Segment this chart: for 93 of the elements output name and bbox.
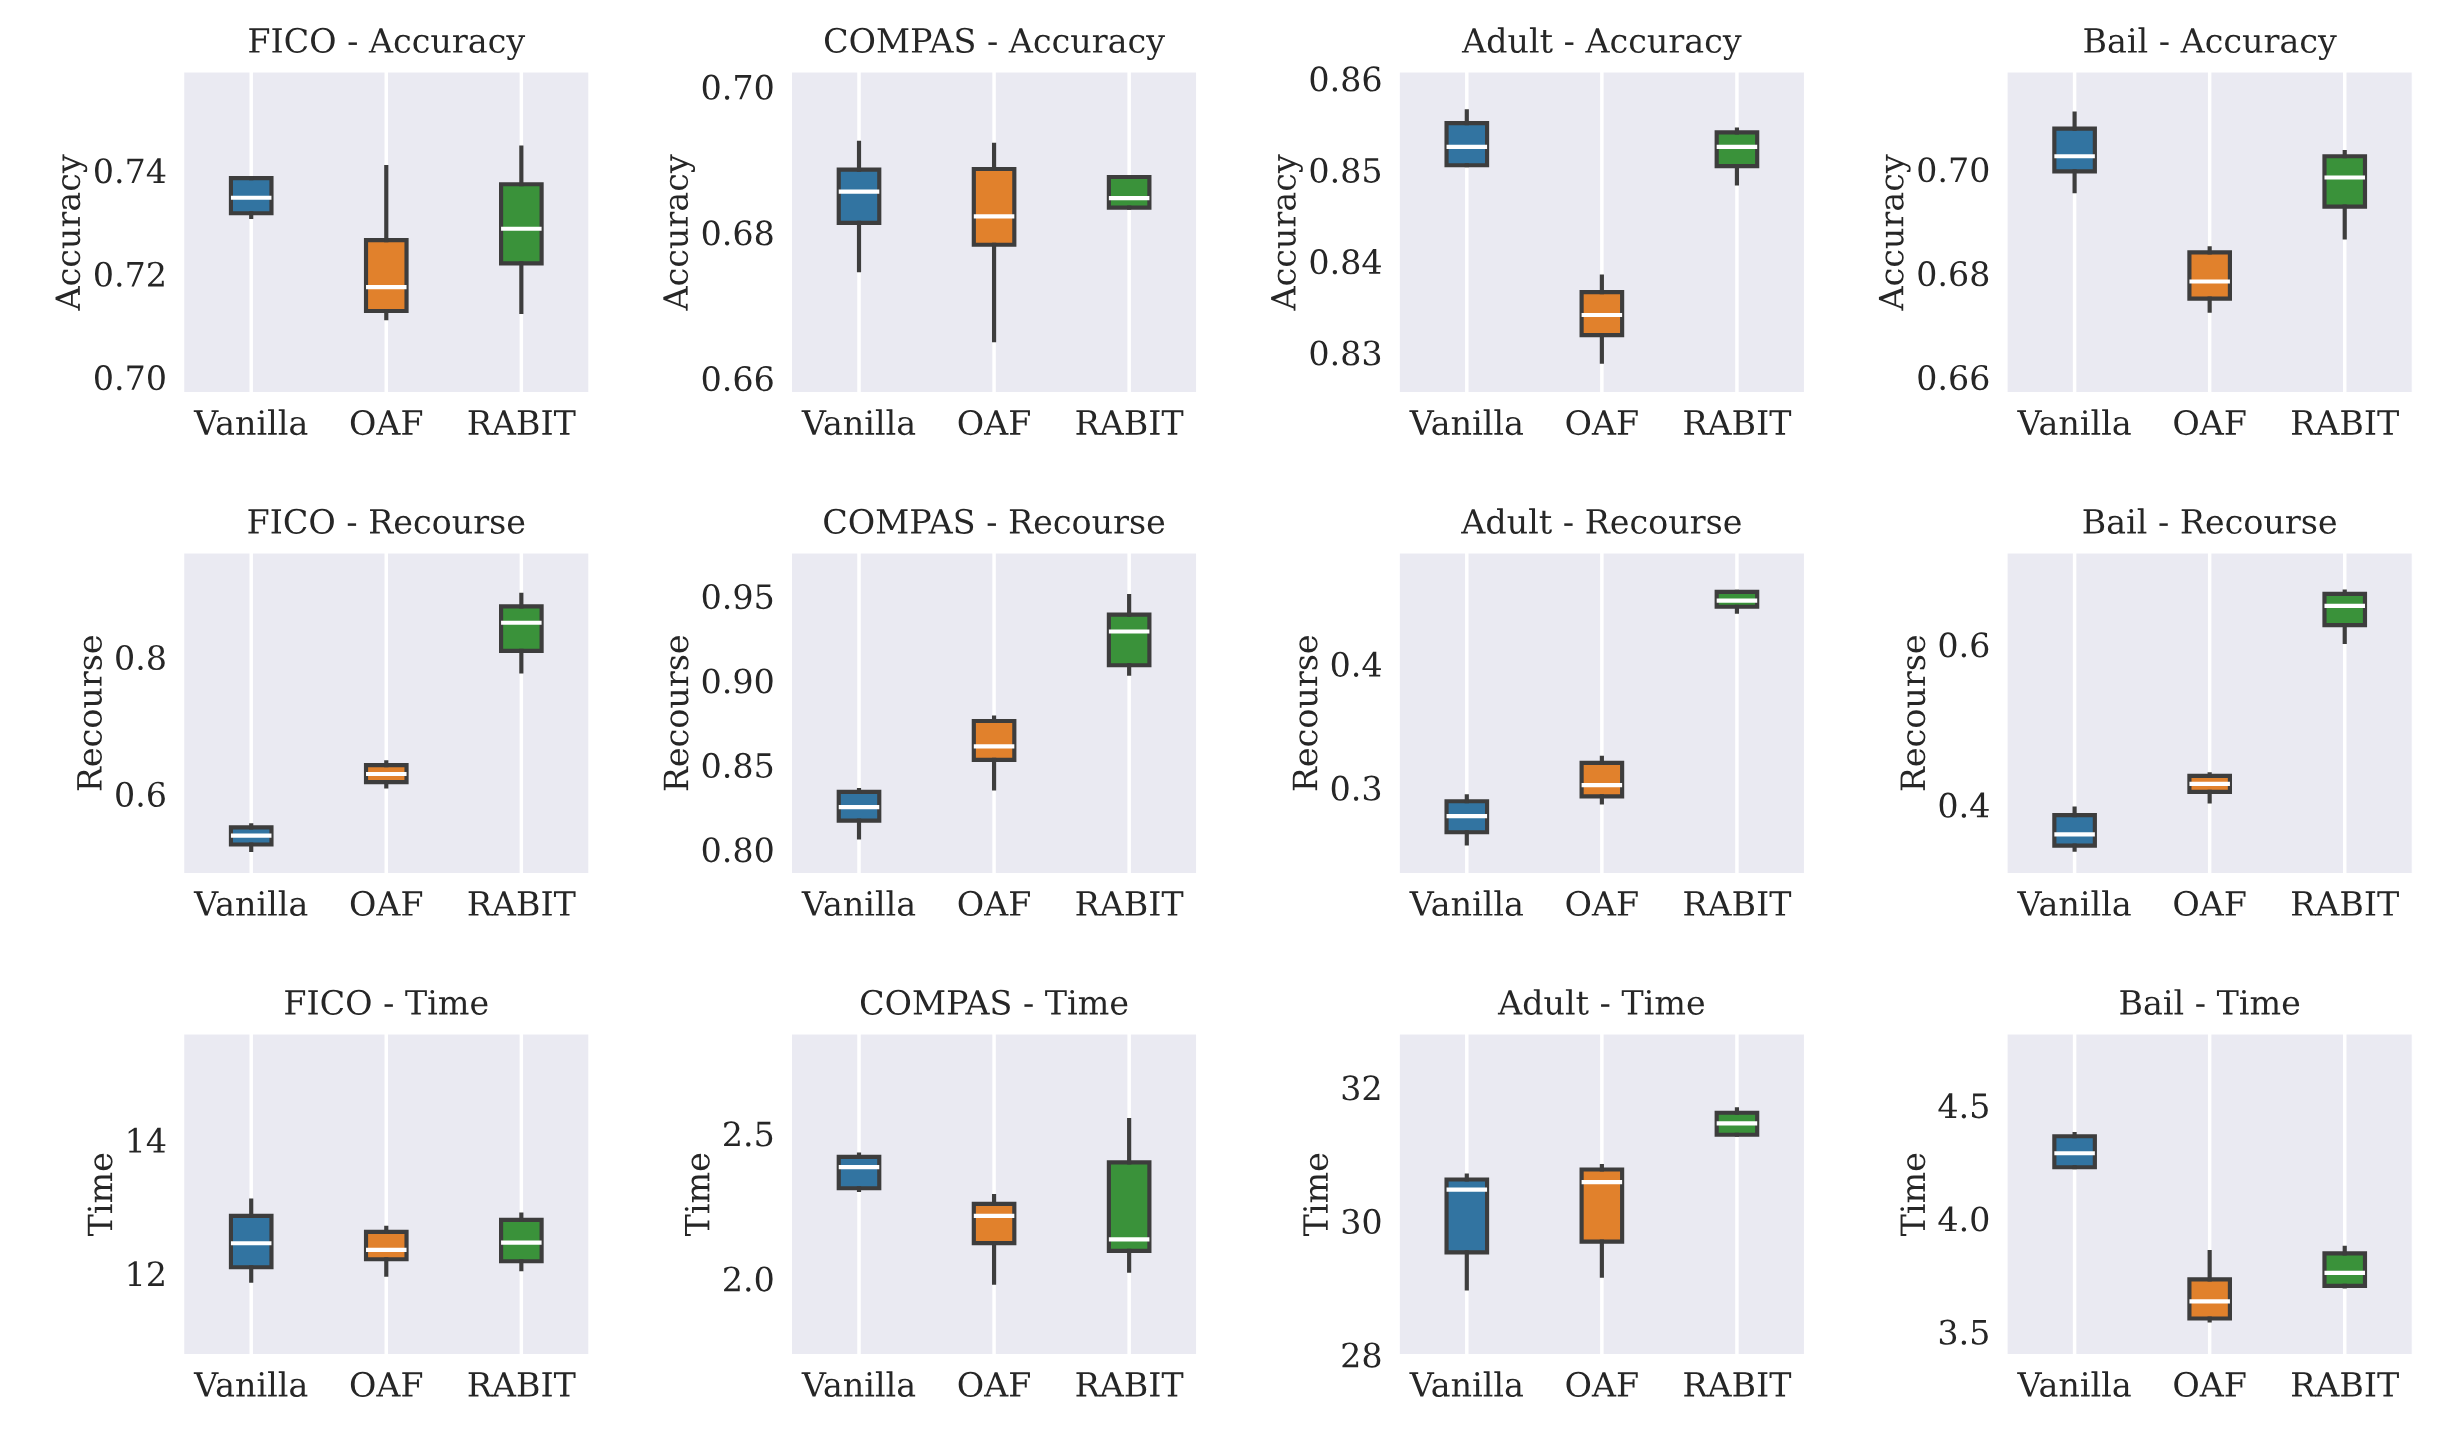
y-axis-title: Recourse <box>1292 636 1318 791</box>
x-tick-label: Vanilla <box>2017 1371 2131 1398</box>
x-tick-label: OAF <box>1566 1371 1638 1398</box>
x-tick-label: Vanilla <box>801 1371 916 1398</box>
y-tick-label: 0.3 <box>1331 775 1381 801</box>
x-tick-label: RABIT <box>1684 410 1792 435</box>
x-tick-label: RABIT <box>1684 891 1792 916</box>
chart-title: Bail - Accuracy <box>2084 27 2337 61</box>
y-tick-label: 4.5 <box>1938 1093 1988 1119</box>
x-tick-label: Vanilla <box>193 1371 308 1398</box>
chart-title: Bail - Time <box>2120 989 2300 1015</box>
chart-title: FICO - Time <box>285 989 488 1015</box>
y-tick-label: 3.5 <box>1939 1319 1988 1345</box>
y-tick-label: 0.85 <box>702 752 773 779</box>
x-tick-label: RABIT <box>2292 1372 2399 1397</box>
y-tick-label: 0.74 <box>94 158 166 184</box>
x-tick-label: OAF <box>2174 409 2246 436</box>
y-tick-label: 0.80 <box>702 837 773 863</box>
y-tick-label: 0.4 <box>1331 651 1381 677</box>
chart-title: COMPAS - Recourse <box>824 508 1165 535</box>
y-tick-label: 0.70 <box>1918 157 1989 183</box>
y-axis-title: Accuracy <box>663 154 696 311</box>
chart-title: COMPAS - Time <box>860 989 1128 1015</box>
y-tick-label: 0.85 <box>1310 157 1381 183</box>
y-tick-label: 4.0 <box>1938 1206 1989 1232</box>
y-tick-label: 0.90 <box>702 668 773 694</box>
chart-title: COMPAS - Accuracy <box>825 27 1165 61</box>
x-tick-label: Vanilla <box>2017 409 2131 436</box>
y-axis-title: Recourse <box>663 636 689 791</box>
x-tick-label: OAF <box>958 1371 1030 1398</box>
x-tick-label: OAF <box>958 409 1030 436</box>
y-tick-label: 0.84 <box>1310 249 1381 275</box>
x-tick-label: Vanilla <box>1409 890 1523 917</box>
y-tick-label: 0.6 <box>1939 632 1989 658</box>
y-tick-label: 0.83 <box>1310 340 1381 366</box>
x-tick-label: Vanilla <box>193 890 308 917</box>
y-tick-label: 0.8 <box>116 644 165 671</box>
chart-title: Adult - Accuracy <box>1461 27 1742 61</box>
x-tick-label: OAF <box>2174 1371 2246 1398</box>
y-tick-label: 0.70 <box>94 365 165 391</box>
y-axis-title: Time <box>1303 1153 1329 1237</box>
chart-title: Bail - Recourse <box>2083 508 2336 535</box>
y-axis-title: Time <box>684 1153 710 1237</box>
chart-title: FICO - Accuracy <box>249 27 526 61</box>
y-axis-title: Accuracy <box>55 154 88 311</box>
x-tick-label: Vanilla <box>801 409 916 436</box>
y-tick-label: 30 <box>1342 1208 1381 1235</box>
x-tick-label: Vanilla <box>1409 409 1523 436</box>
y-axis-title: Time <box>87 1153 113 1237</box>
x-tick-label: RABIT <box>2292 410 2399 435</box>
y-tick-label: 0.66 <box>702 366 773 392</box>
y-tick-label: 0.4 <box>1939 792 1989 818</box>
x-tick-label: OAF <box>958 890 1030 917</box>
x-tick-label: Vanilla <box>801 890 916 917</box>
y-tick-label: 0.70 <box>702 74 773 100</box>
y-tick-label: 0.68 <box>1918 261 1989 287</box>
x-tick-label: OAF <box>1566 409 1638 436</box>
y-tick-label: 0.86 <box>1310 66 1381 92</box>
y-tick-label: 12 <box>128 1261 164 1286</box>
x-tick-label: RABIT <box>468 410 576 435</box>
x-tick-label: OAF <box>1566 890 1638 917</box>
x-tick-label: OAF <box>350 890 423 917</box>
x-tick-label: Vanilla <box>1409 1371 1523 1398</box>
x-tick-label: RABIT <box>468 891 576 916</box>
x-tick-label: Vanilla <box>193 409 308 436</box>
y-axis-title: Recourse <box>77 636 102 791</box>
x-tick-label: OAF <box>350 409 423 436</box>
y-tick-label: 32 <box>1342 1075 1380 1101</box>
y-tick-label: 14 <box>128 1127 166 1153</box>
x-tick-label: RABIT <box>468 1372 576 1397</box>
x-tick-label: OAF <box>350 1371 423 1398</box>
y-tick-label: 28 <box>1342 1342 1381 1368</box>
y-axis-title: Recourse <box>1900 636 1926 791</box>
y-tick-label: 0.95 <box>702 583 773 610</box>
y-axis-title: Time <box>1900 1153 1926 1237</box>
x-tick-label: RABIT <box>2292 891 2399 916</box>
x-tick-label: Vanilla <box>2017 890 2131 917</box>
y-tick-label: 0.6 <box>116 781 165 807</box>
y-tick-label: 0.68 <box>702 220 773 246</box>
x-tick-label: RABIT <box>1684 1372 1792 1397</box>
x-tick-label: RABIT <box>1076 410 1184 435</box>
y-axis-title: Accuracy <box>1271 154 1303 311</box>
chart-title: FICO - Recourse <box>248 508 525 535</box>
y-tick-label: 0.66 <box>1918 365 1989 391</box>
y-tick-label: 2.5 <box>724 1121 773 1147</box>
chart-title: Adult - Time <box>1497 989 1705 1015</box>
x-tick-label: RABIT <box>1076 891 1184 916</box>
x-tick-label: RABIT <box>1076 1372 1184 1397</box>
y-tick-label: 0.72 <box>94 261 164 287</box>
x-tick-label: OAF <box>2174 890 2246 917</box>
chart-title: Adult - Recourse <box>1461 508 1741 535</box>
y-tick-label: 2.0 <box>724 1266 773 1292</box>
y-axis-title: Accuracy <box>1878 154 1911 311</box>
